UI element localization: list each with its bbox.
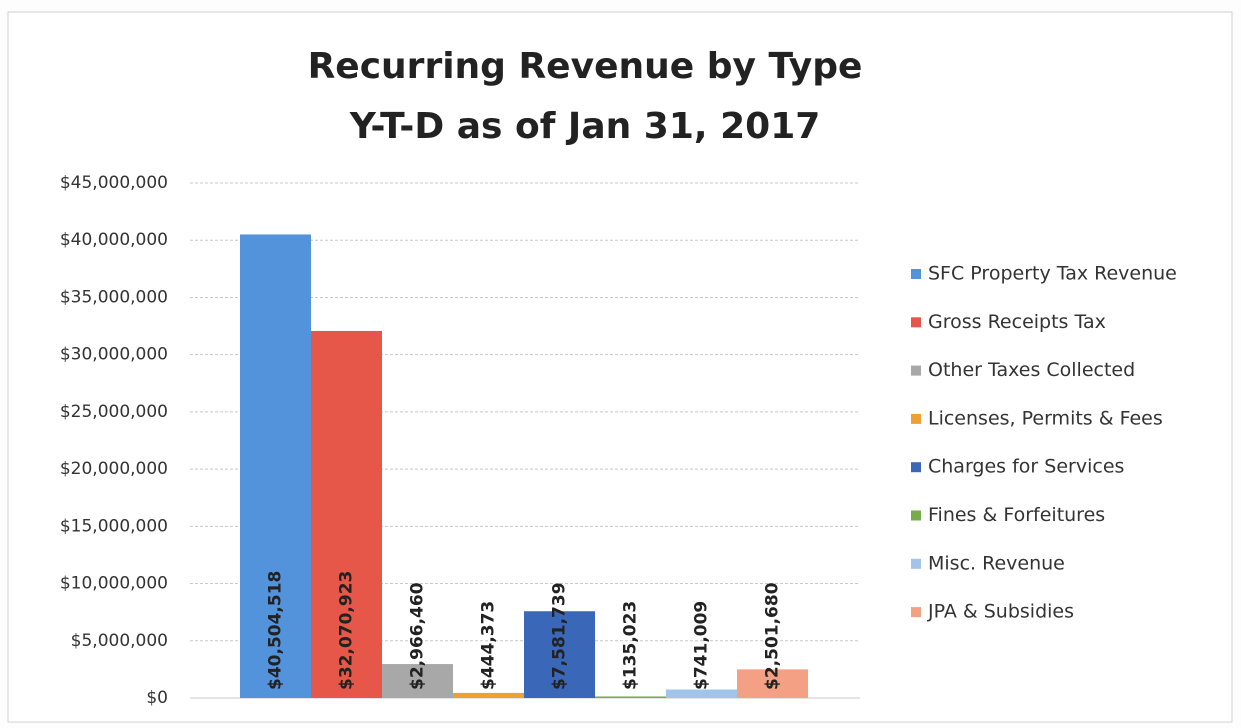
legend-swatch	[911, 413, 921, 424]
value-label: $7,581,739	[550, 582, 570, 690]
value-label: $2,966,460	[408, 582, 428, 690]
chart-frame	[7, 11, 1233, 723]
value-label: $444,373	[479, 601, 499, 690]
bar	[666, 689, 737, 698]
y-tick-label: $45,000,000	[60, 173, 168, 193]
legend-label: Gross Receipts Tax	[928, 311, 1106, 333]
y-tick-label: $20,000,000	[60, 459, 168, 479]
bar	[311, 330, 382, 698]
value-label: $741,009	[692, 601, 712, 690]
bar	[524, 611, 595, 698]
bar	[595, 696, 666, 698]
value-label: $40,504,518	[266, 571, 286, 690]
bar	[382, 664, 453, 698]
legend-label: Fines & Forfeitures	[928, 504, 1105, 526]
chart-title: Recurring Revenue by Type	[308, 46, 863, 87]
legend-swatch	[911, 317, 921, 328]
legend-swatch	[911, 510, 921, 521]
legend-label: Other Taxes Collected	[928, 359, 1135, 381]
legend-label: Charges for Services	[928, 456, 1124, 478]
y-tick-label: $25,000,000	[60, 402, 168, 422]
value-label: $32,070,923	[337, 571, 357, 690]
y-tick-label: $40,000,000	[60, 230, 168, 250]
legend-label: Misc. Revenue	[928, 552, 1065, 574]
legend-swatch	[911, 269, 921, 279]
y-tick-label: $15,000,000	[60, 516, 168, 536]
bar	[737, 669, 808, 698]
y-tick-label: $30,000,000	[60, 345, 168, 365]
value-label: $2,501,680	[763, 582, 783, 690]
y-tick-label: $5,000,000	[71, 631, 168, 651]
bar	[240, 234, 311, 698]
chart-subtitle: Y-T-D as of Jan 31, 2017	[349, 106, 821, 147]
legend-swatch	[911, 558, 921, 569]
legend-label: Licenses, Permits & Fees	[928, 407, 1163, 429]
y-tick-label: $0	[146, 688, 168, 708]
bar	[453, 692, 524, 698]
legend-label: SFC Property Tax Revenue	[928, 263, 1177, 285]
legend-swatch	[911, 462, 921, 473]
y-tick-label: $35,000,000	[60, 287, 168, 307]
value-label: $135,023	[621, 601, 641, 690]
legend-swatch	[911, 365, 921, 376]
y-tick-label: $10,000,000	[60, 574, 168, 594]
legend-swatch	[911, 607, 921, 618]
legend-label: JPA & Subsidies	[927, 601, 1074, 623]
